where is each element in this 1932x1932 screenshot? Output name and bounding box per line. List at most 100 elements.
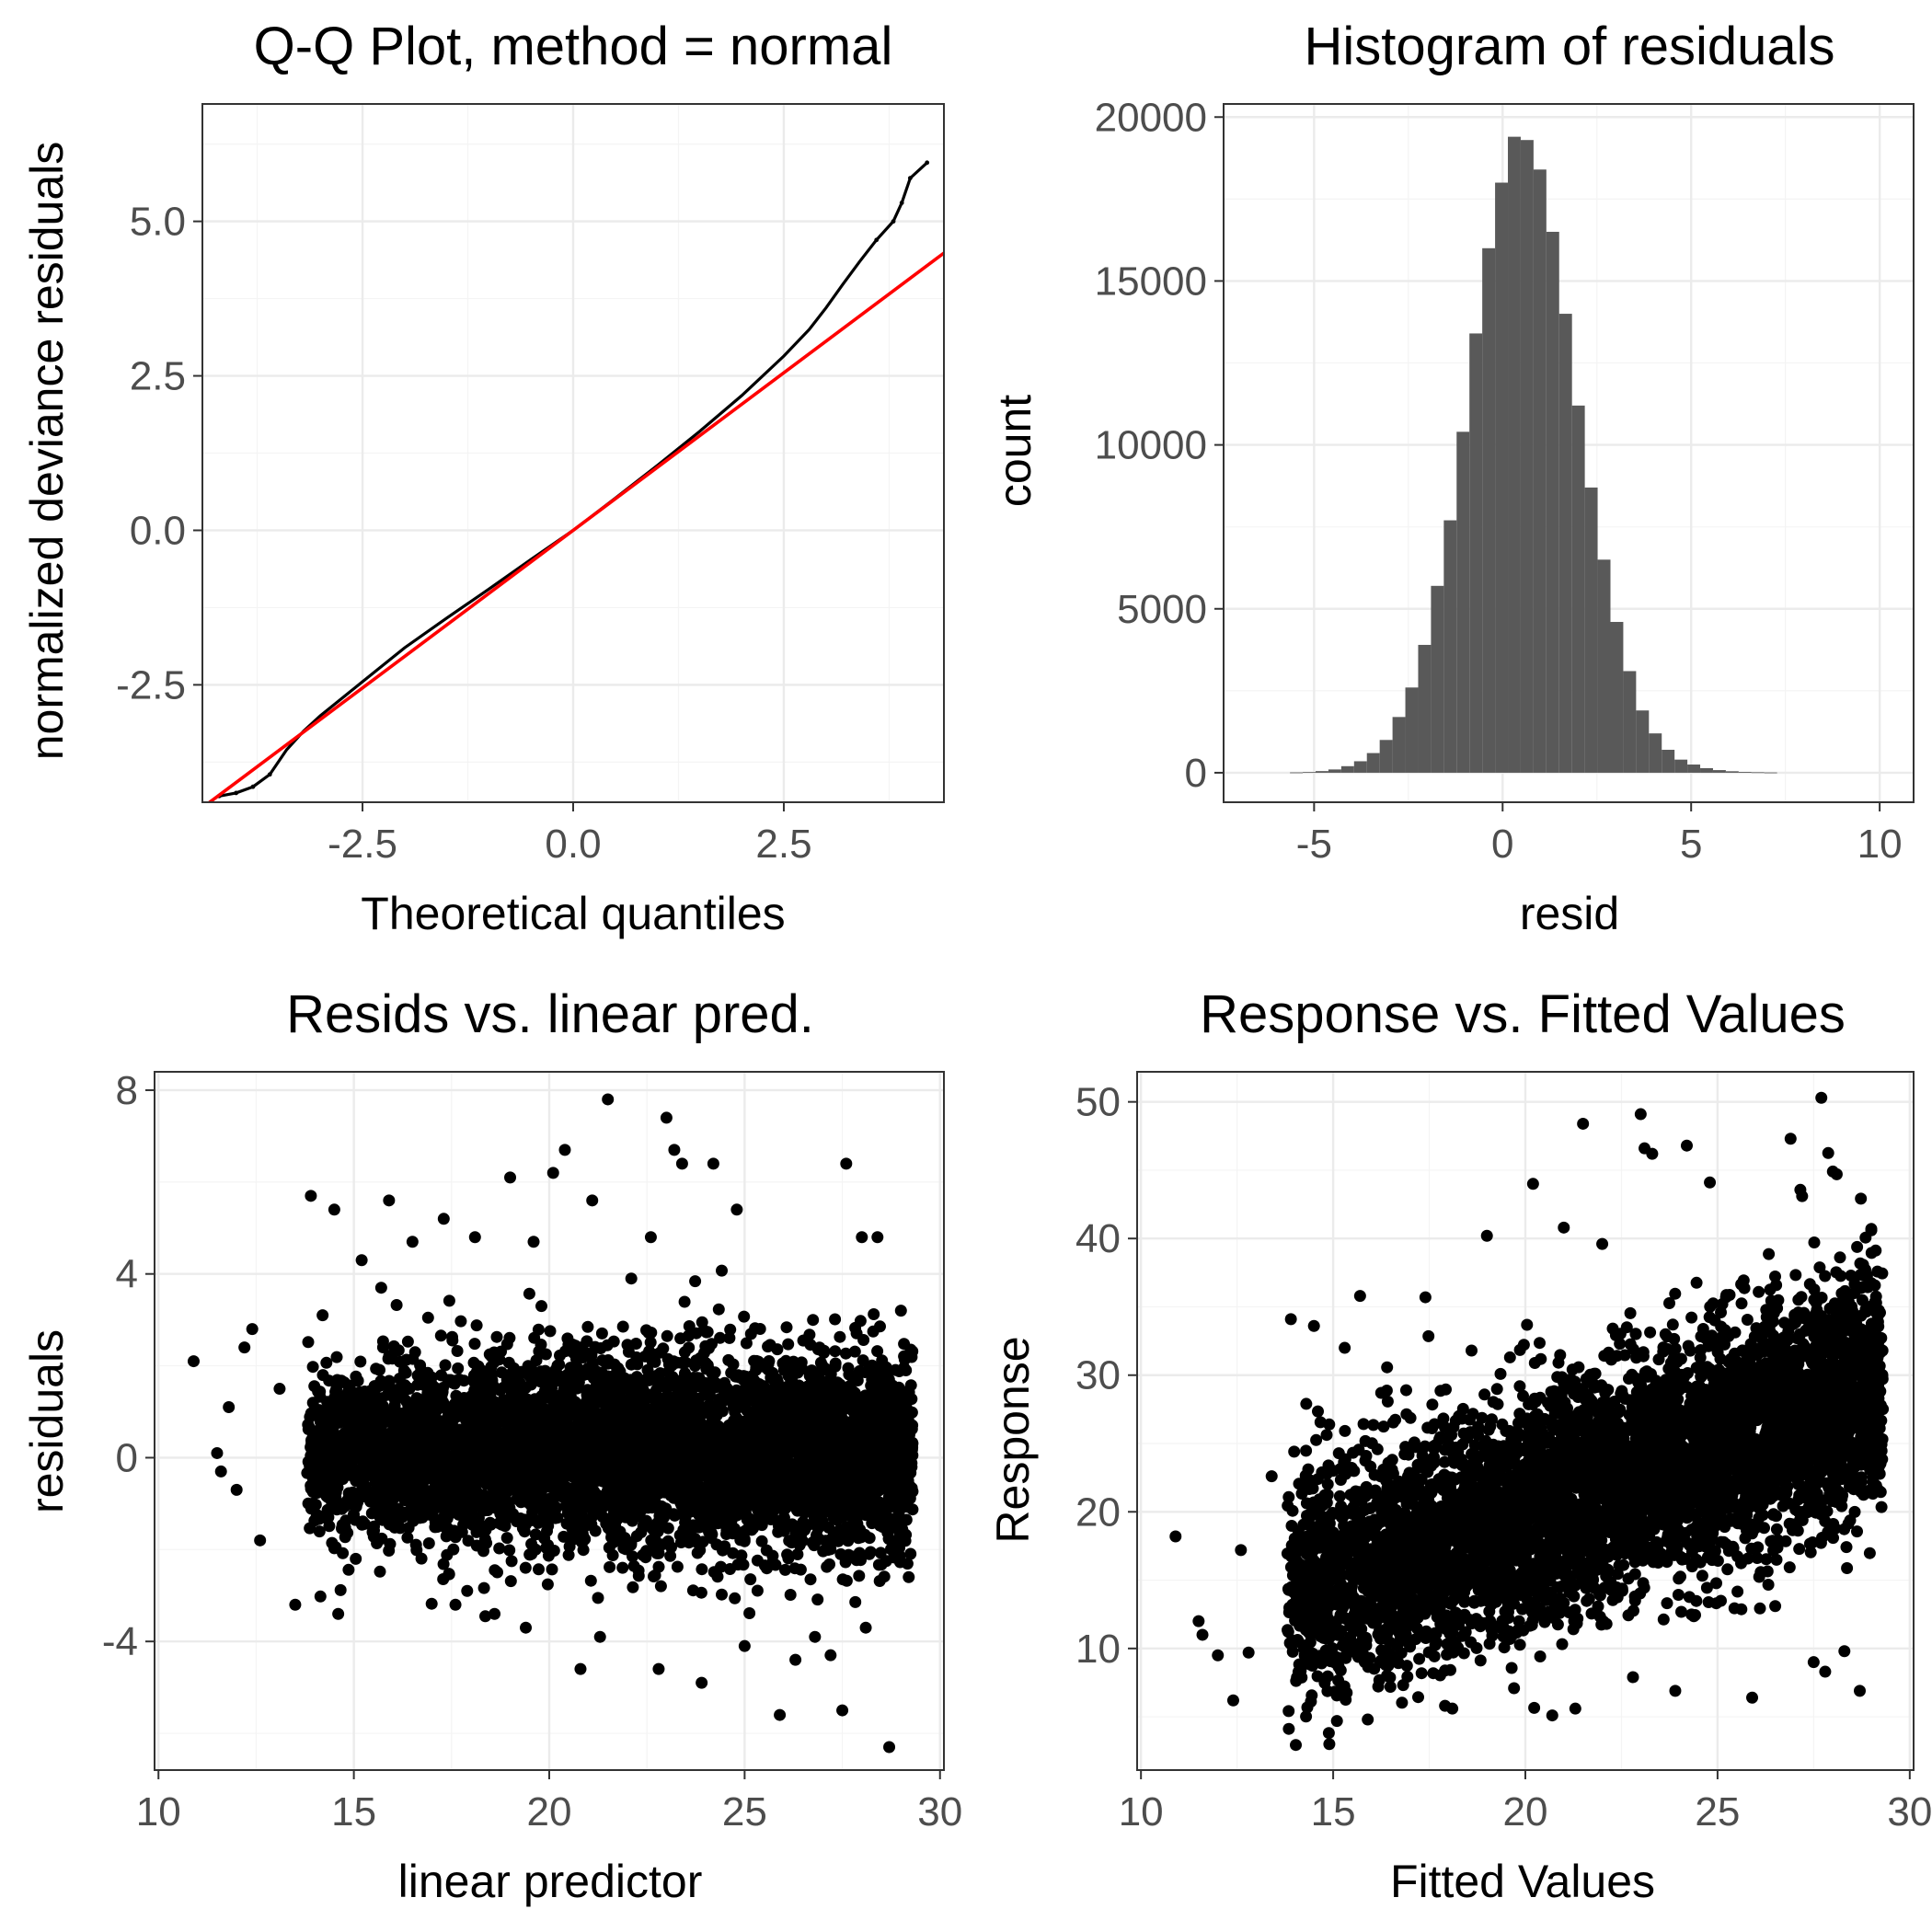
resids-point	[394, 1522, 407, 1535]
resids-point	[630, 1530, 643, 1543]
resids-point	[898, 1338, 911, 1351]
resids-marks	[187, 1093, 919, 1754]
qq-plot-x-axis-label: Theoretical quantiles	[361, 888, 785, 939]
resids-point	[397, 1364, 410, 1377]
y-tick-label: 5.0	[130, 200, 186, 245]
resids-point	[771, 1373, 783, 1386]
resids-point	[841, 1426, 854, 1438]
resids-point	[639, 1551, 652, 1564]
resids-point	[630, 1356, 643, 1369]
histogram-bar	[1674, 759, 1688, 773]
resids-point	[875, 1558, 888, 1571]
resids-point	[686, 1584, 699, 1597]
resids-point	[751, 1584, 764, 1597]
y-tick-label: 2.5	[130, 354, 186, 399]
histogram-bar	[1725, 771, 1739, 773]
resids-point	[614, 1365, 627, 1378]
resids-point	[524, 1514, 537, 1526]
qq-point	[899, 201, 904, 205]
resids-point	[661, 1329, 673, 1342]
histogram-bar	[1662, 749, 1675, 773]
resids-point	[516, 1454, 529, 1466]
resids-point	[664, 1549, 677, 1562]
resids-point	[304, 1460, 316, 1473]
resids-point	[406, 1418, 419, 1431]
resids-point	[362, 1455, 375, 1467]
resids-point	[635, 1503, 648, 1516]
resids-point	[834, 1434, 846, 1447]
x-tick-label: -2.5	[328, 822, 397, 867]
resids-point	[535, 1339, 547, 1351]
histogram-bar	[1316, 771, 1328, 773]
resids-point	[523, 1287, 535, 1300]
resids-point	[884, 1522, 897, 1535]
resids-point	[544, 1325, 557, 1338]
resids-point	[525, 1537, 538, 1550]
histogram-bar	[1418, 644, 1432, 773]
resids-point	[766, 1549, 779, 1562]
resids-point	[678, 1346, 691, 1359]
resids-point	[532, 1323, 545, 1336]
resids-point	[569, 1362, 582, 1374]
resids-point	[857, 1354, 869, 1367]
histogram-panel-border	[1223, 103, 1915, 803]
resids-point	[890, 1389, 903, 1402]
resids-point	[602, 1370, 615, 1383]
resids-point	[407, 1511, 420, 1524]
resids-point	[767, 1492, 780, 1505]
resids-point	[487, 1381, 500, 1393]
histogram-bar	[1366, 753, 1380, 773]
x-tick-label: 5	[1680, 822, 1702, 867]
histogram-bar	[1649, 733, 1662, 773]
resids-point	[407, 1352, 420, 1365]
resids-point	[425, 1597, 438, 1610]
resids-point	[738, 1310, 751, 1323]
resids-point	[309, 1425, 322, 1438]
resids-point	[749, 1493, 762, 1506]
resids-point	[898, 1362, 911, 1374]
resids-point	[519, 1561, 532, 1574]
resids-point	[688, 1503, 700, 1516]
resids-point	[712, 1303, 725, 1316]
resids-point	[454, 1315, 467, 1328]
resids-point	[887, 1482, 900, 1495]
resids-point	[711, 1517, 724, 1530]
y-tick-label: 0.0	[130, 508, 186, 553]
resids-point	[644, 1336, 657, 1349]
resids-point	[830, 1529, 842, 1542]
resids-point	[548, 1364, 561, 1377]
resids-point	[871, 1345, 884, 1358]
resids-point	[602, 1491, 615, 1504]
resids-point	[805, 1501, 818, 1513]
resids-point	[477, 1581, 490, 1594]
resids-point	[310, 1511, 323, 1524]
resids-point	[468, 1338, 481, 1351]
resids-point	[390, 1512, 403, 1525]
resids-point	[821, 1560, 834, 1573]
histogram-bar	[1738, 772, 1752, 773]
resids-point	[804, 1573, 817, 1586]
qq-point	[250, 784, 256, 789]
resids-point	[385, 1466, 398, 1478]
resids-point	[699, 1491, 712, 1504]
resids-point	[479, 1610, 491, 1623]
resids-point	[724, 1323, 737, 1336]
histogram-bar	[1303, 772, 1316, 774]
histogram-bar	[1340, 765, 1354, 773]
resids-point	[650, 1400, 662, 1413]
resids-point	[354, 1355, 367, 1368]
resids-point	[696, 1316, 708, 1328]
histogram-bar	[1379, 740, 1393, 773]
resids-point	[321, 1396, 334, 1409]
resids-point	[901, 1558, 914, 1570]
resids-point	[836, 1573, 849, 1586]
resids-point	[523, 1490, 536, 1502]
resids-point	[374, 1565, 386, 1578]
resids-point	[865, 1363, 878, 1376]
resids-point	[831, 1513, 844, 1526]
resids-point	[563, 1540, 576, 1553]
resids-point	[654, 1511, 666, 1524]
